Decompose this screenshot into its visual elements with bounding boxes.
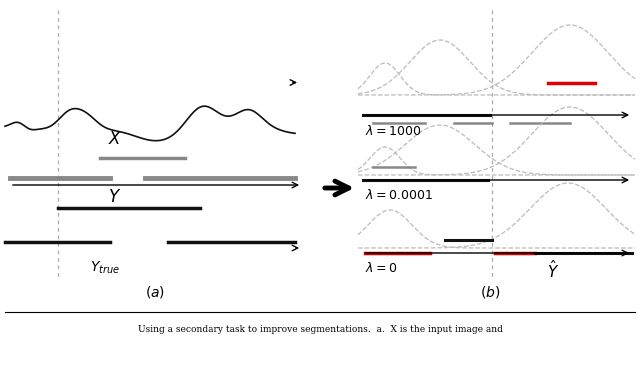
Text: Using a secondary task to improve segmentations.  a.  X is the input image and: Using a secondary task to improve segmen… xyxy=(138,326,502,334)
Text: $\lambda = 0$: $\lambda = 0$ xyxy=(365,261,397,275)
Text: $\lambda = 0.0001$: $\lambda = 0.0001$ xyxy=(365,188,433,202)
Text: $\hat{\mathit{Y}}$: $\hat{\mathit{Y}}$ xyxy=(547,259,559,281)
Text: $(a)$: $(a)$ xyxy=(145,284,165,300)
Text: $(b)$: $(b)$ xyxy=(480,284,500,300)
Text: $\mathit{X}$: $\mathit{X}$ xyxy=(108,132,122,148)
Text: $\mathit{Y}$: $\mathit{Y}$ xyxy=(108,189,122,206)
Text: $\mathit{Y}_{true}$: $\mathit{Y}_{true}$ xyxy=(90,260,120,276)
Text: $\lambda = 1000$: $\lambda = 1000$ xyxy=(365,124,421,138)
